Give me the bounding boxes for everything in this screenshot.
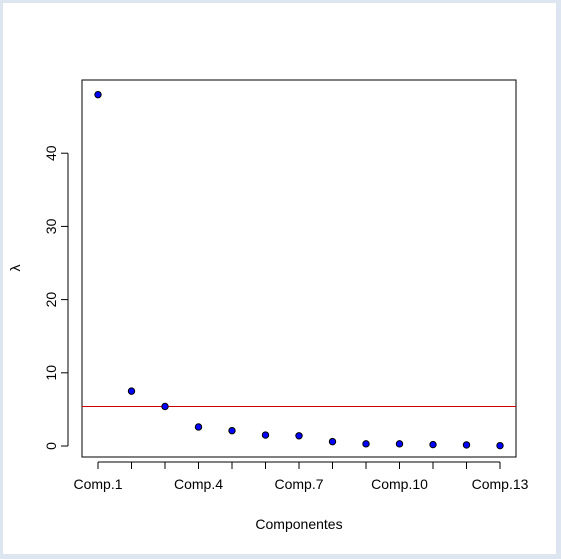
- y-tick-label: 30: [43, 218, 59, 234]
- plot-box: [82, 80, 516, 457]
- data-point: [430, 441, 436, 447]
- data-point: [497, 442, 503, 448]
- data-point: [329, 438, 335, 444]
- data-point: [95, 91, 101, 97]
- data-point: [195, 424, 201, 430]
- plot-window: 0 10 20 30 40 Comp.1 Comp.4 Comp.7 Comp.10 Comp.…: [3, 3, 556, 554]
- y-tick-label: 20: [43, 292, 59, 308]
- y-tick-label: 40: [43, 145, 59, 161]
- y-tick-label: 10: [43, 365, 59, 381]
- x-axis: Comp.1 Comp.4 Comp.7 Comp.10 Comp.13: [73, 462, 528, 492]
- y-axis: 0 10 20 30 40: [43, 145, 68, 450]
- data-point: [262, 432, 268, 438]
- data-point: [463, 442, 469, 448]
- data-point: [128, 388, 134, 394]
- x-tick-label: Comp.7: [274, 476, 323, 492]
- x-axis-title: Componentes: [255, 516, 342, 532]
- y-tick-label: 0: [43, 442, 59, 450]
- x-tick-label: Comp.13: [472, 476, 529, 492]
- data-point: [296, 433, 302, 439]
- x-tick-label: Comp.1: [73, 476, 122, 492]
- data-point: [229, 427, 235, 433]
- y-axis-title: λ: [7, 265, 23, 272]
- x-tick-label: Comp.4: [174, 476, 223, 492]
- data-point: [363, 441, 369, 447]
- data-point: [162, 403, 168, 409]
- data-point: [396, 441, 402, 447]
- x-tick-label: Comp.10: [371, 476, 428, 492]
- data-points: [95, 91, 503, 448]
